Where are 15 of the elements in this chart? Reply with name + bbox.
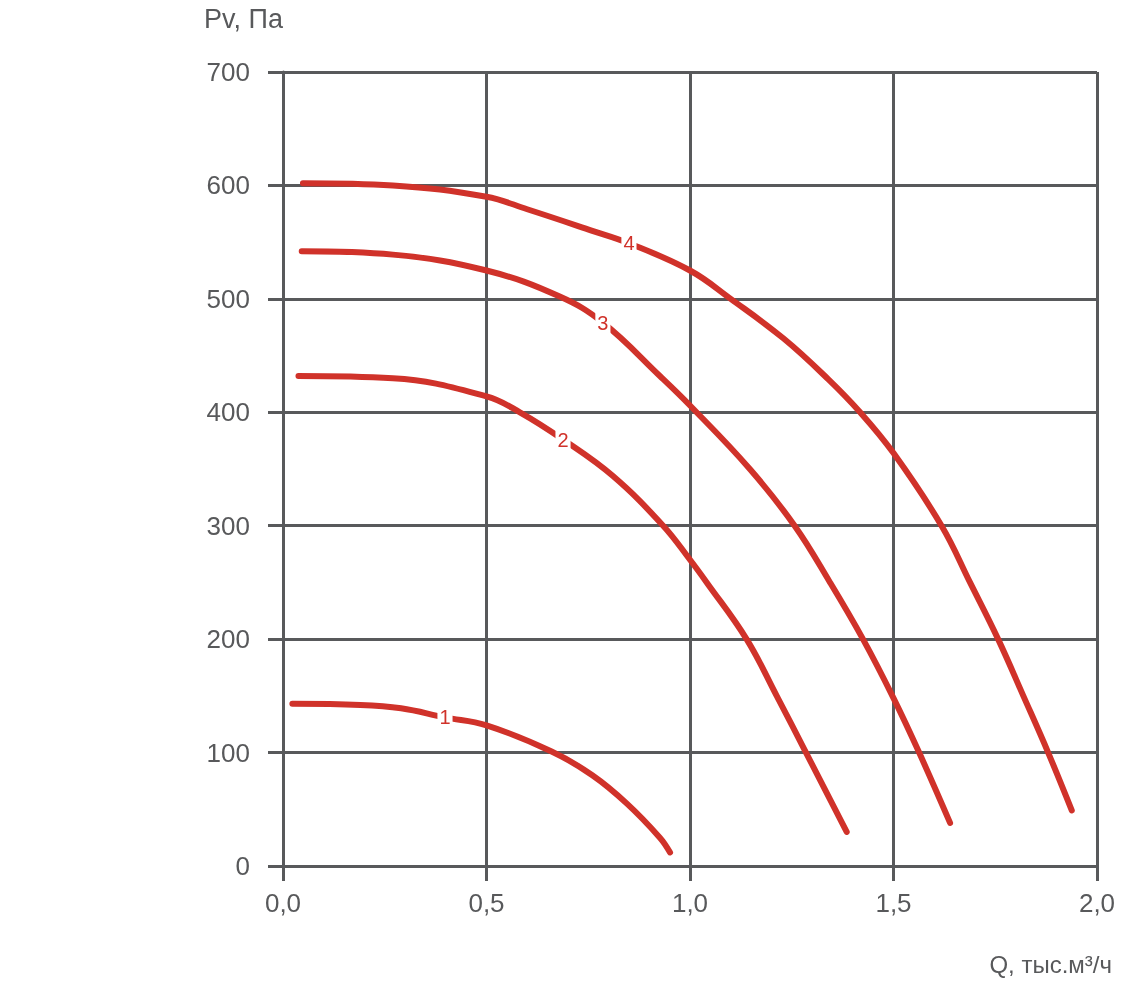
x-tick-label: 0,5: [468, 888, 505, 918]
y-axis-title: Pv, Па: [204, 3, 284, 34]
y-tick-label: 400: [206, 397, 250, 428]
y-tick-label: 700: [206, 57, 250, 87]
y-tick-label: 0: [235, 851, 250, 881]
y-tick-label: 200: [206, 624, 250, 655]
x-axis-title: Q, тыс.м³/ч: [989, 950, 1112, 978]
x-tick-label: 0,0: [264, 888, 302, 918]
y-tick-label: 500: [206, 283, 250, 314]
x-tick-label: 1,5: [875, 888, 912, 918]
x-tick-label: 2,0: [1078, 888, 1116, 918]
y-tick-label: 300: [206, 510, 250, 541]
y-tick-label: 600: [206, 170, 250, 201]
x-tick-label: 1,0: [671, 888, 709, 918]
y-tick-label: 100: [206, 737, 250, 768]
